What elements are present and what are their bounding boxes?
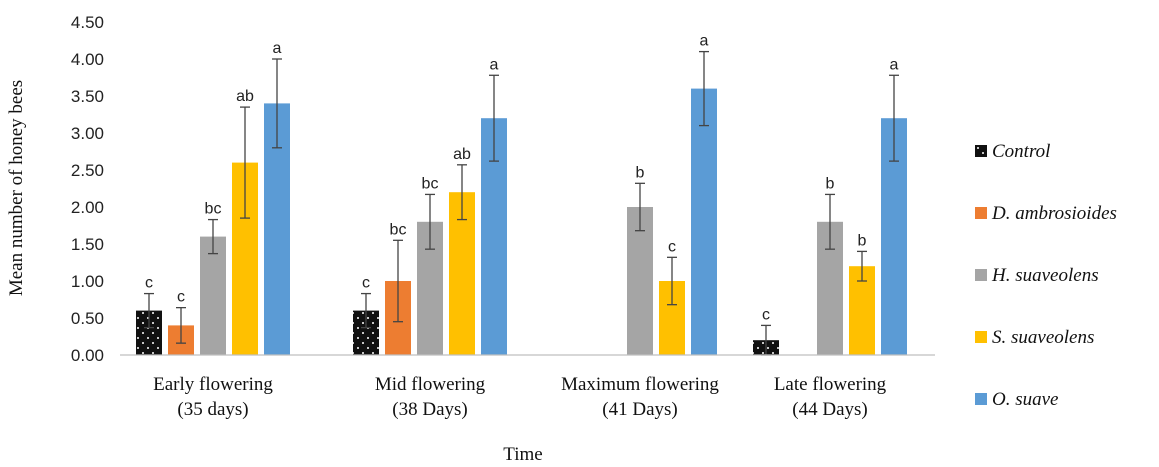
y-tick-label: 1.50 <box>71 235 104 254</box>
legend-item: H. suaveolens <box>975 265 1099 286</box>
y-tick-label: 0.50 <box>71 309 104 328</box>
significance-label: b <box>636 164 645 181</box>
error-bar <box>240 106 250 219</box>
significance-label: b <box>826 175 835 192</box>
y-axis-title: Mean number of honey bees <box>6 80 27 296</box>
legend-swatch <box>975 269 987 281</box>
legend-item: Control <box>975 141 1050 162</box>
legend-label: O. suave <box>992 389 1058 410</box>
error-bar <box>699 50 709 127</box>
x-tick-label-line: (35 days) <box>177 399 248 420</box>
significance-label: c <box>177 289 185 306</box>
legend: Control D. ambrosioides H. suaveolens S. su… <box>975 141 1117 410</box>
error-bar <box>857 250 867 282</box>
y-tick-label: 2.50 <box>71 161 104 180</box>
error-bars-layer <box>144 50 899 356</box>
error-bar <box>176 306 186 344</box>
legend-label: S. suaveolens <box>992 327 1094 348</box>
error-bar <box>825 193 835 250</box>
x-tick-label: Mid flowering (38 Days) <box>375 374 486 420</box>
y-tick-label: 4.00 <box>71 50 104 69</box>
significance-label: bc <box>422 175 439 192</box>
significance-label: c <box>362 275 370 292</box>
legend-label: H. suaveolens <box>991 265 1099 286</box>
bar <box>627 207 653 355</box>
y-tick-label: 2.00 <box>71 198 104 217</box>
legend-swatch <box>975 393 987 405</box>
legend-item: D. ambrosioides <box>975 203 1117 224</box>
significance-label: a <box>700 33 709 50</box>
significance-label: c <box>145 275 153 292</box>
legend-item: S. suaveolens <box>975 327 1094 348</box>
error-bar <box>489 74 499 162</box>
x-tick-label-line: Late flowering <box>774 374 887 395</box>
bar <box>200 236 226 355</box>
error-bar <box>425 193 435 250</box>
legend-swatch <box>975 207 987 219</box>
error-bar <box>144 292 154 329</box>
x-tick-label-line: Maximum flowering <box>561 374 719 395</box>
error-bar <box>272 58 282 149</box>
y-tick-label: 4.50 <box>71 13 104 32</box>
significance-label: ab <box>453 146 471 163</box>
significance-label: bc <box>390 221 407 238</box>
x-tick-label: Late flowering (44 Days) <box>774 374 887 420</box>
significance-label: b <box>858 232 867 249</box>
legend-label: D. ambrosioides <box>991 203 1117 224</box>
x-tick-label: Early flowering (35 days) <box>153 374 273 420</box>
significance-label: c <box>762 306 770 323</box>
significance-label: bc <box>205 201 222 218</box>
y-tick-label: 3.00 <box>71 124 104 143</box>
significance-label: a <box>890 56 899 73</box>
error-bar <box>667 256 677 306</box>
error-bar <box>393 239 403 323</box>
bars-layer <box>136 88 907 356</box>
x-tick-label-line: Mid flowering <box>375 374 486 395</box>
y-tick-label: 1.00 <box>71 272 104 291</box>
error-bar <box>635 182 645 232</box>
legend-swatch <box>975 331 987 343</box>
significance-label: c <box>668 238 676 255</box>
legend-swatch <box>975 145 987 157</box>
x-axis-title: Time <box>503 444 542 465</box>
legend-label: Control <box>992 141 1050 162</box>
x-tick-label-line: (44 Days) <box>792 399 867 420</box>
y-axis-ticks: 0.00 0.50 1.00 1.50 2.00 2.50 3.00 3.50 4.00 4.50 <box>71 13 104 365</box>
error-bar <box>361 292 371 329</box>
x-tick-label: Maximum flowering (41 Days) <box>561 374 719 420</box>
bar <box>691 88 717 355</box>
y-tick-label: 3.50 <box>71 87 104 106</box>
significance-label: a <box>273 40 282 57</box>
significance-label: a <box>490 56 499 73</box>
error-bar <box>457 164 467 221</box>
x-tick-label-line: Early flowering <box>153 374 273 395</box>
y-tick-label: 0.00 <box>71 346 104 365</box>
x-tick-label-line: (41 Days) <box>602 399 677 420</box>
legend-item: O. suave <box>975 389 1058 410</box>
error-bar <box>208 218 218 255</box>
x-axis-ticks: Early flowering (35 days) Mid flowering (38… <box>153 374 887 420</box>
significance-label: ab <box>236 88 254 105</box>
x-tick-label-line: (38 Days) <box>392 399 467 420</box>
error-bar <box>889 74 899 162</box>
